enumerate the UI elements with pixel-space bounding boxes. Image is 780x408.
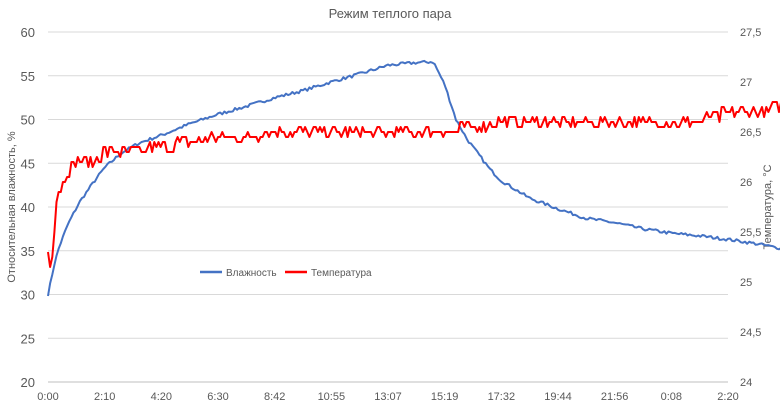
- y-right-tick-label: 25,5: [740, 227, 761, 239]
- legend: Влажность Температура: [200, 268, 372, 279]
- humidity-line: [47, 59, 780, 297]
- data-series: [47, 59, 780, 297]
- legend-label-humidity: Влажность: [226, 268, 277, 279]
- y-right-tick-label: 24: [740, 377, 752, 389]
- y-left-tick-label: 35: [21, 244, 35, 259]
- y-right-tick-label: 25: [740, 277, 752, 289]
- y-left-tick-label: 45: [21, 156, 35, 171]
- x-tick-label: 0:00: [37, 391, 58, 403]
- y-left-tick-label: 60: [21, 25, 35, 40]
- x-tick-label: 6:30: [207, 391, 228, 403]
- x-tick-label: 2:10: [94, 391, 115, 403]
- y-left-tick-label: 25: [21, 331, 35, 346]
- x-tick-label: 19:44: [544, 391, 572, 403]
- y-left-tick-label: 55: [21, 69, 35, 84]
- right-axis-label: Температура, °С: [762, 164, 774, 249]
- y-right-tick-label: 27: [740, 77, 752, 89]
- y-right-tick-label: 27,5: [740, 27, 761, 39]
- x-tick-label: 21:56: [601, 391, 629, 403]
- y-left-tick-label: 50: [21, 113, 35, 128]
- legend-label-temperature: Температура: [311, 268, 372, 279]
- y-right-tick-label: 26: [740, 177, 752, 189]
- x-tick-label: 2:20: [717, 391, 738, 403]
- y-right-tick-label: 24,5: [740, 327, 761, 339]
- left-axis-label: Относительная влажность, %: [6, 131, 18, 283]
- x-tick-label: 8:42: [264, 391, 285, 403]
- y-left-tick-label: 30: [21, 288, 35, 303]
- x-axis-ticks: 0:00 2:10 4:20 6:30 8:42 10:55 13:07 15:19 17:32…: [37, 391, 738, 403]
- y-left-tick-label: 20: [21, 375, 35, 390]
- gridlines: [48, 31, 728, 339]
- x-tick-label: 4:20: [151, 391, 172, 403]
- x-tick-label: 15:19: [431, 391, 459, 403]
- temperature-line: [47, 101, 780, 268]
- y-right-tick-label: 26,5: [740, 127, 761, 139]
- x-tick-label: 10:55: [318, 391, 346, 403]
- chart-title: Режим теплого пара: [329, 6, 453, 21]
- y-left-tick-label: 40: [21, 200, 35, 215]
- right-axis-ticks: 24 24,5 25 25,5 26 26,5 27 27,5: [740, 27, 761, 389]
- left-axis-ticks: 20 25 30 35 40 45 50 55 60: [21, 25, 35, 390]
- x-tick-label: 0:08: [661, 391, 682, 403]
- x-tick-label: 13:07: [374, 391, 402, 403]
- x-tick-label: 17:32: [488, 391, 516, 403]
